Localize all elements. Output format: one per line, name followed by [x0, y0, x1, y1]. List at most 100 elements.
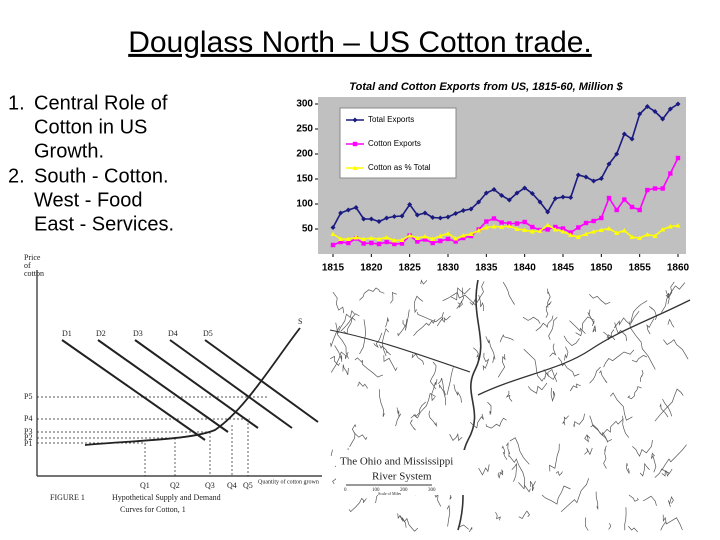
slide-title: Douglass North – US Cotton trade. — [128, 26, 592, 59]
point — [345, 236, 351, 241]
tributary — [659, 403, 669, 418]
tributary — [587, 309, 595, 327]
point — [644, 104, 650, 109]
y-tick-label: 250 — [296, 124, 313, 135]
tributary — [545, 301, 552, 318]
quantity-label: Q1 — [140, 481, 150, 490]
tributary — [589, 415, 609, 443]
point — [353, 205, 359, 210]
tributary — [505, 390, 513, 402]
tributary — [506, 441, 511, 457]
point — [545, 227, 550, 232]
tributary — [589, 294, 611, 305]
tributary — [502, 281, 515, 305]
tributary — [397, 319, 408, 337]
point — [545, 209, 551, 215]
tributary — [453, 384, 462, 403]
demand-label: D1 — [62, 329, 72, 338]
point — [514, 190, 520, 196]
point — [376, 236, 382, 241]
tributary — [497, 469, 504, 479]
bullet-line: West - Food — [34, 189, 143, 211]
point — [530, 224, 535, 230]
tributary — [563, 335, 580, 347]
series-line — [332, 157, 679, 246]
point — [346, 240, 351, 246]
tributary — [662, 398, 673, 417]
point — [591, 178, 597, 184]
point — [660, 116, 666, 122]
tributary — [665, 281, 675, 299]
tributary — [584, 447, 593, 456]
tributary — [437, 378, 446, 396]
tributary — [639, 462, 650, 477]
tributary — [575, 316, 594, 337]
tributary — [527, 382, 548, 394]
main-river — [477, 299, 691, 396]
tributary — [661, 444, 687, 471]
tributary — [549, 443, 560, 472]
point — [576, 225, 581, 230]
point — [652, 233, 658, 238]
label-box — [336, 450, 466, 495]
price-label: P5 — [24, 392, 32, 401]
tributary — [601, 418, 624, 436]
point — [660, 227, 666, 232]
point — [499, 220, 504, 225]
scale-tick: 200 — [400, 488, 408, 493]
point — [338, 210, 344, 216]
y-tick-label: 150 — [296, 174, 313, 185]
tributary — [378, 389, 385, 417]
tributary — [438, 384, 446, 406]
point — [330, 242, 336, 248]
y-label: cotton — [24, 269, 44, 278]
y-tick-label: 50 — [302, 224, 314, 235]
scale-tick: 0 — [344, 488, 347, 493]
tributary — [337, 310, 355, 335]
tributary — [409, 419, 416, 431]
y-tick-label: 300 — [296, 99, 313, 110]
point — [460, 208, 466, 213]
point — [353, 235, 359, 240]
point — [491, 216, 497, 221]
tributary — [487, 401, 492, 415]
tributary — [662, 514, 683, 531]
point — [591, 229, 597, 234]
tributary — [478, 464, 490, 476]
tributary — [431, 378, 438, 402]
point — [499, 224, 505, 229]
tributary — [631, 355, 648, 363]
point — [437, 215, 443, 221]
point — [545, 222, 551, 227]
line-chart: Total and Cotton Exports from US, 1815-6… — [296, 81, 689, 274]
scale-label: Scale of Miles — [378, 491, 402, 496]
tributary — [497, 354, 506, 378]
point — [629, 204, 635, 210]
tributary — [436, 315, 451, 327]
tributary — [663, 339, 689, 360]
tributary — [359, 319, 366, 355]
tributary — [379, 344, 391, 356]
tributary — [442, 291, 477, 307]
y-label: of — [24, 261, 31, 270]
tributary — [535, 315, 554, 332]
point — [537, 228, 543, 233]
x-tick-label: 1820 — [360, 263, 383, 274]
demand-curve — [97, 339, 229, 433]
point — [407, 233, 413, 238]
point — [453, 211, 459, 216]
tributary — [628, 525, 638, 533]
tributary — [335, 322, 349, 359]
point — [660, 186, 665, 191]
legend-marker — [352, 141, 358, 147]
point — [453, 236, 459, 241]
caption: Curves for Cotton, 1 — [120, 505, 186, 514]
tributary — [560, 478, 590, 513]
point — [422, 210, 428, 216]
tributary — [451, 287, 471, 301]
tributary — [661, 470, 670, 477]
point — [491, 187, 497, 192]
tributary — [330, 325, 341, 348]
main-river — [329, 329, 471, 373]
tributary — [603, 445, 607, 469]
